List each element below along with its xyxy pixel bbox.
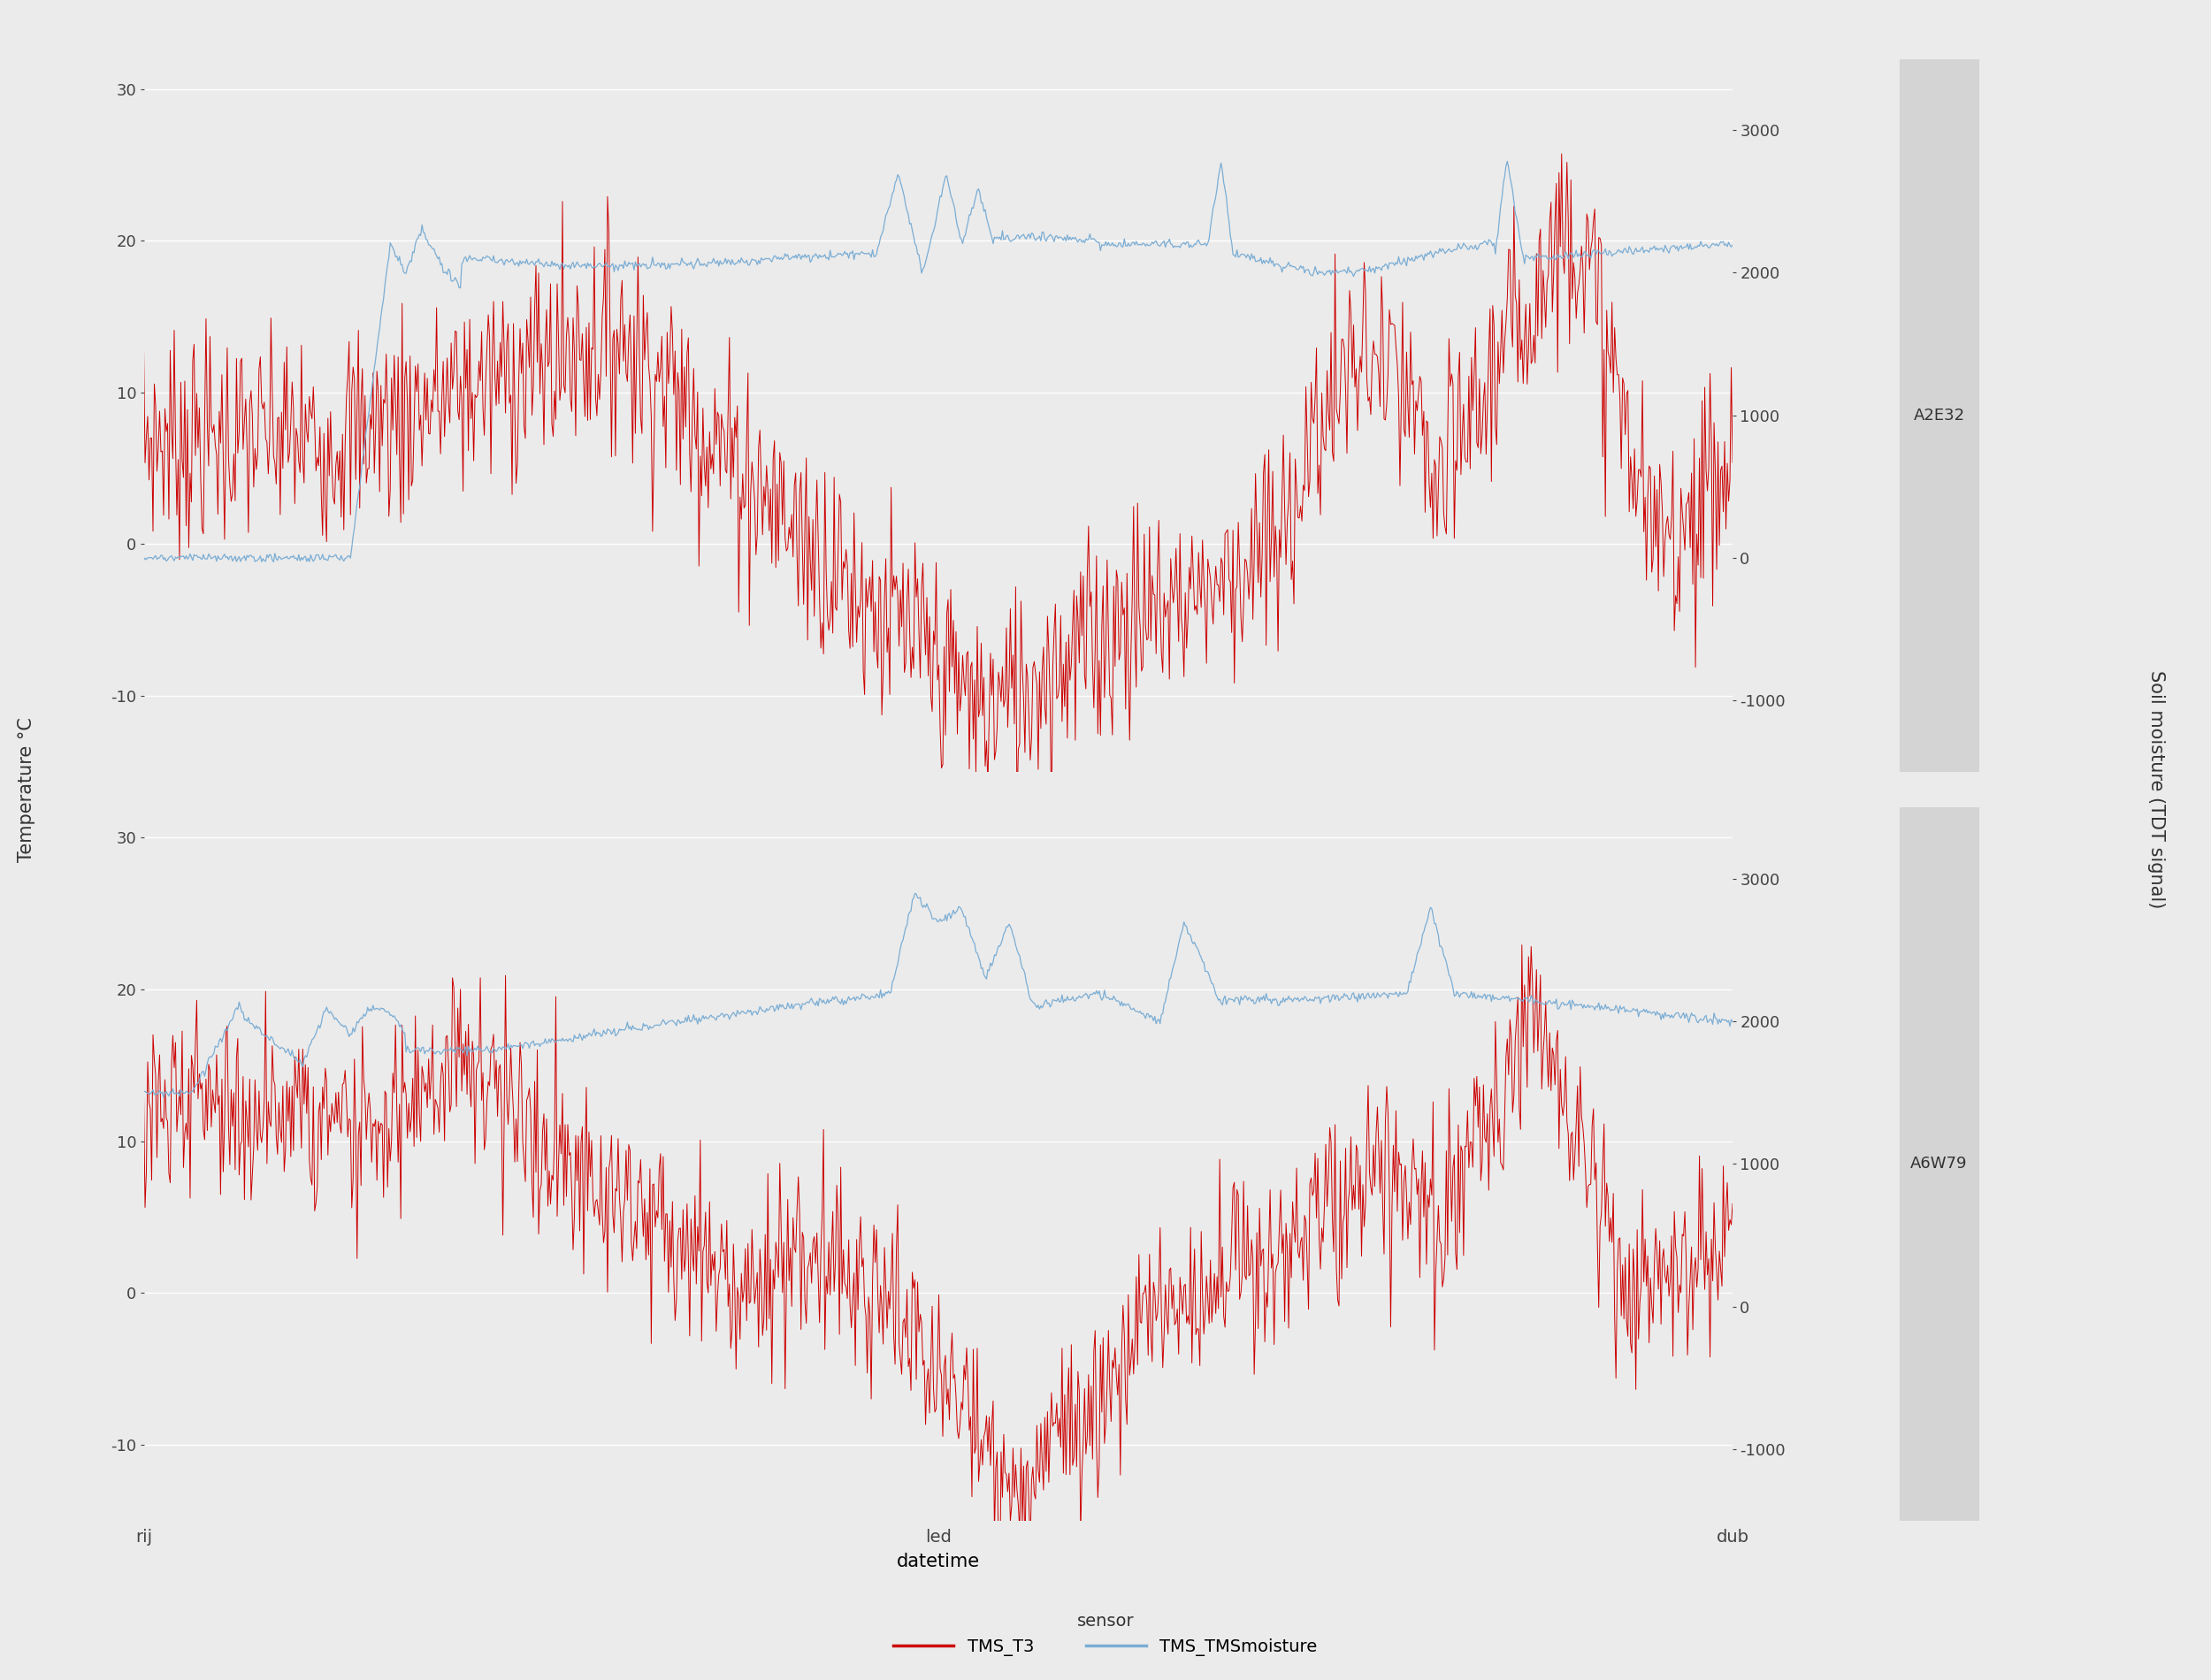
Text: Temperature °C: Temperature °C — [18, 717, 35, 862]
Text: A2E32: A2E32 — [1913, 407, 1966, 423]
Text: A6W79: A6W79 — [1910, 1156, 1968, 1173]
Text: Soil moisture (TDT signal): Soil moisture (TDT signal) — [2147, 670, 2165, 909]
X-axis label: datetime: datetime — [895, 1552, 979, 1571]
Legend: TMS_T3, TMS_TMSmoisture: TMS_T3, TMS_TMSmoisture — [887, 1606, 1324, 1663]
